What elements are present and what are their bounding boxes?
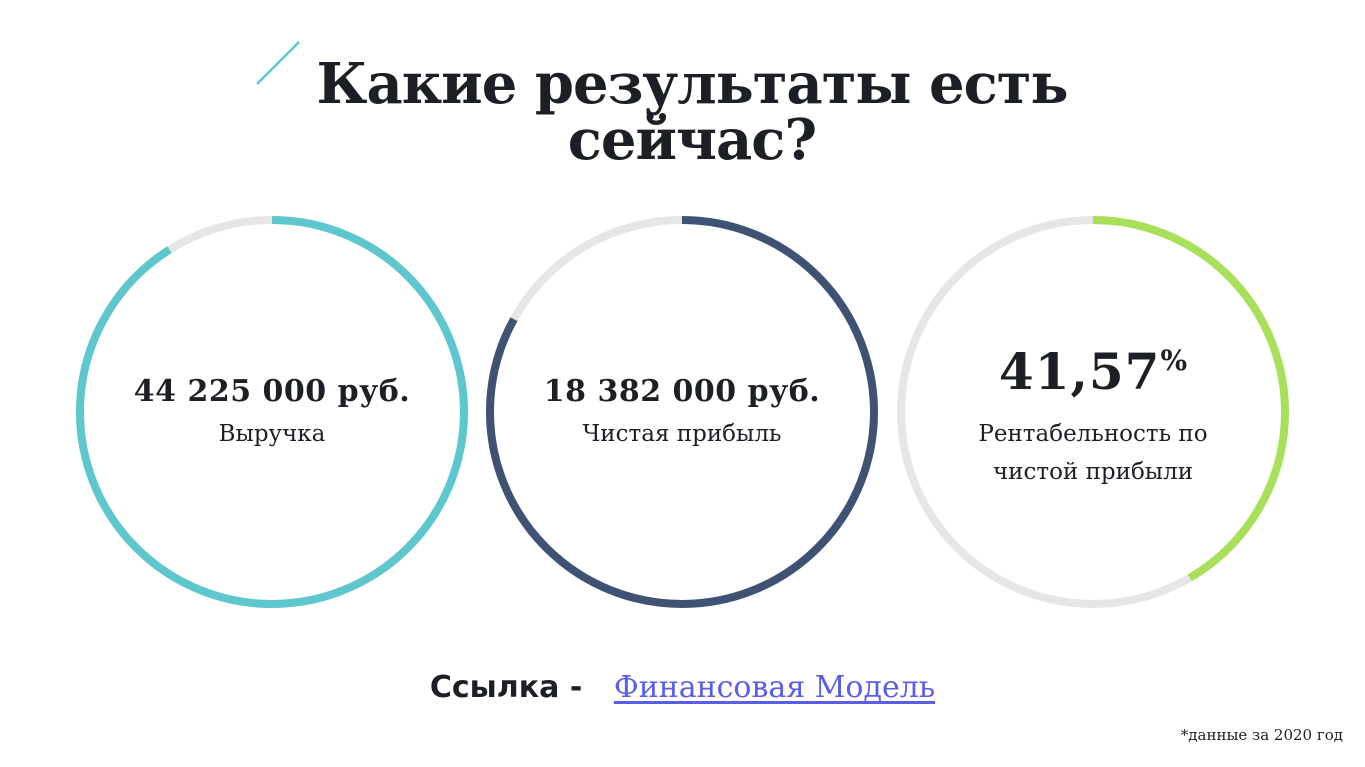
revenue-value: 44 225 000 руб. xyxy=(133,374,411,409)
profitability-progress-ring xyxy=(897,216,1289,608)
revenue-label: Выручка xyxy=(218,421,326,447)
revenue-progress-ring xyxy=(76,216,468,608)
revenue-ring-arc xyxy=(76,216,468,608)
net-profit-value: 18 382 000 руб. xyxy=(543,374,821,409)
decorative-accent-line xyxy=(256,41,300,85)
page-title: Какие результаты есть сейчас? xyxy=(232,56,1152,168)
net-profit-metric-card: 18 382 000 руб. Чистая прибыль xyxy=(486,216,878,608)
link-row: Ссылка - Финансовая Модель xyxy=(0,670,1365,705)
page-title-line-1: Какие результаты есть xyxy=(316,51,1069,117)
profitability-value: 41,57 xyxy=(998,342,1161,401)
footnote: *данные за 2020 год xyxy=(1180,726,1343,744)
net-profit-ring-arc xyxy=(486,216,878,608)
link-prefix: Ссылка - xyxy=(429,670,583,705)
profitability-ring-arc xyxy=(897,216,1289,608)
profitability-label-line-1: Рентабельность по xyxy=(978,421,1208,447)
page-title-line-2: сейчас? xyxy=(567,107,817,173)
net-profit-progress-ring xyxy=(486,216,878,608)
revenue-text: 44 225 000 руб. Выручка xyxy=(106,374,438,453)
revenue-metric-card: 44 225 000 руб. Выручка xyxy=(76,216,468,608)
profitability-text: 41,57% Рентабельность по чистой прибыли xyxy=(927,342,1259,491)
net-profit-text: 18 382 000 руб. Чистая прибыль xyxy=(516,374,848,453)
profitability-metric-card: 41,57% Рентабельность по чистой прибыли xyxy=(897,216,1289,608)
percent-sign: % xyxy=(1160,344,1188,377)
profitability-value-row: 41,57% xyxy=(927,342,1259,401)
profitability-label-line-2: чистой прибыли xyxy=(992,459,1194,485)
financial-model-link[interactable]: Финансовая Модель xyxy=(613,670,936,705)
net-profit-label: Чистая прибыль xyxy=(582,421,782,447)
